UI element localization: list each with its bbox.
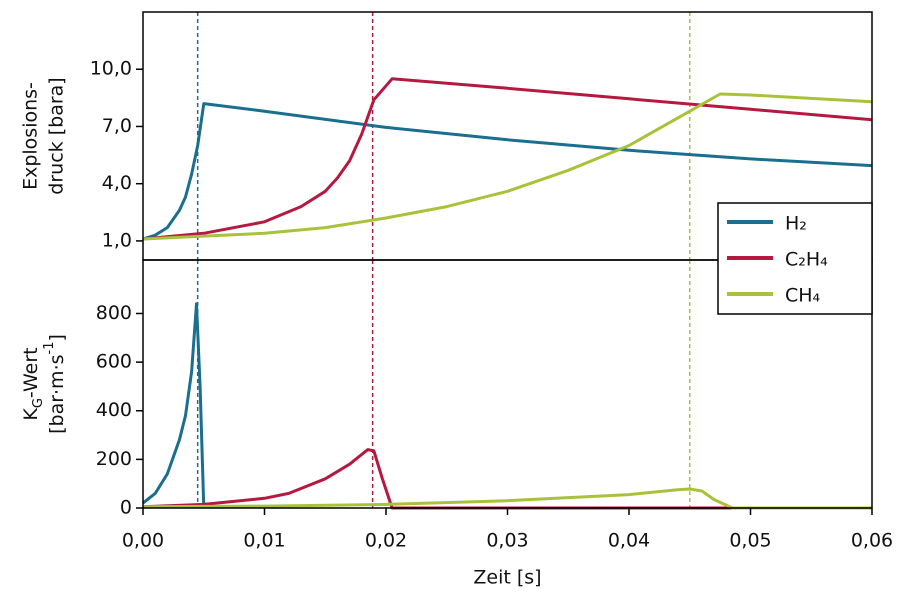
y-tick-label: 4,0 bbox=[102, 172, 132, 194]
y-tick-label: 0 bbox=[120, 497, 132, 519]
legend-label: C₂H₄ bbox=[785, 249, 828, 271]
y-axis-label-part: -Wert bbox=[20, 347, 42, 398]
x-tick-label: 0,00 bbox=[122, 530, 164, 552]
legend-label: H₂ bbox=[785, 213, 807, 235]
y-tick-label: 800 bbox=[96, 302, 132, 324]
x-tick-label: 0,04 bbox=[608, 530, 650, 552]
series-line bbox=[142, 102, 873, 241]
x-tick-label: 0,05 bbox=[729, 530, 771, 552]
y-tick-label: 10,0 bbox=[90, 58, 132, 80]
legend-label: CH₄ bbox=[785, 285, 821, 307]
x-axis-label: Zeit [s] bbox=[473, 567, 541, 589]
x-tick-label: 0,03 bbox=[486, 530, 528, 552]
y-axis-label: KG-Wert bbox=[20, 347, 47, 420]
series-line bbox=[142, 92, 873, 241]
series-line bbox=[142, 487, 872, 510]
y-tick-label: 400 bbox=[96, 399, 132, 421]
series-line bbox=[142, 448, 872, 510]
y-axis-label-part: K bbox=[20, 408, 42, 421]
y-axis-label-part: G bbox=[31, 398, 46, 408]
x-tick-label: 0,02 bbox=[365, 530, 407, 552]
x-tick-label: 0,01 bbox=[243, 530, 285, 552]
y-axis-label: Explosions- bbox=[20, 82, 42, 190]
y-tick-label: 1,0 bbox=[102, 229, 132, 251]
y-axis-label: [bar·m·s-1] bbox=[42, 334, 68, 434]
y-axis-label-part: [bar·m·s bbox=[46, 354, 68, 433]
y-tick-label: 600 bbox=[96, 351, 132, 373]
x-tick-label: 0,06 bbox=[851, 530, 893, 552]
y-axis-label: druck [bara] bbox=[46, 77, 68, 194]
y-axis-label-part: ] bbox=[46, 334, 68, 341]
series-line bbox=[142, 77, 873, 241]
y-tick-label: 200 bbox=[96, 448, 132, 470]
series-line bbox=[142, 302, 206, 509]
y-axis-label-part: -1 bbox=[42, 342, 57, 355]
y-tick-label: 7,0 bbox=[102, 115, 132, 137]
